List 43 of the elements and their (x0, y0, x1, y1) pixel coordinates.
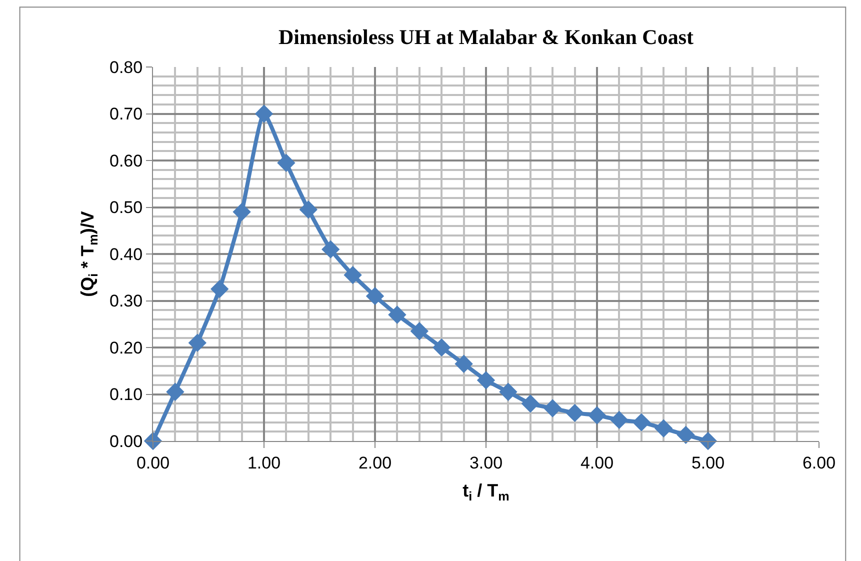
x-tick-label: 2.00 (358, 453, 392, 472)
y-tick-label: 0.10 (110, 385, 143, 404)
point (676, 426, 695, 444)
point (299, 200, 318, 219)
point (277, 154, 296, 172)
point (188, 334, 206, 352)
x-tick-label: 4.00 (580, 453, 614, 472)
point (254, 104, 274, 123)
point (432, 338, 451, 357)
x-tick-label: 1.00 (247, 453, 281, 472)
point (210, 280, 229, 298)
point (388, 306, 406, 324)
point (544, 399, 562, 418)
point (454, 354, 473, 373)
x-tick-label: 6.00 (802, 453, 836, 472)
x-tick-label: 0.00 (136, 453, 170, 472)
point (476, 371, 496, 390)
x-tick-label: 5.00 (691, 453, 725, 472)
point (366, 286, 384, 306)
y-tick-label: 0.80 (110, 58, 143, 77)
y-tick-label: 0.70 (110, 104, 143, 124)
point (654, 419, 673, 438)
point (698, 432, 718, 450)
y-tick-label: 0.30 (110, 292, 143, 311)
y-tick-label: 0.20 (110, 338, 143, 358)
point (632, 413, 650, 432)
y-tick-label: 0.50 (110, 198, 143, 218)
chart-title: Dimensioless UH at Malabar & Konkan Coast (278, 24, 694, 49)
point (322, 240, 340, 258)
point (499, 382, 518, 402)
point (521, 394, 540, 413)
y-tick-label: 0.00 (110, 432, 143, 451)
point (410, 322, 428, 340)
point (610, 410, 628, 430)
point (232, 202, 251, 222)
x-tick-label: 3.00 (469, 453, 503, 472)
point (588, 406, 606, 424)
point (166, 382, 184, 402)
y-tick-label: 0.60 (110, 151, 143, 170)
point (344, 266, 362, 284)
y-tick-label: 0.40 (110, 244, 143, 264)
x-axis-title: t$_{i}$ / T$_{m}$ (462, 480, 510, 504)
point (566, 404, 584, 422)
